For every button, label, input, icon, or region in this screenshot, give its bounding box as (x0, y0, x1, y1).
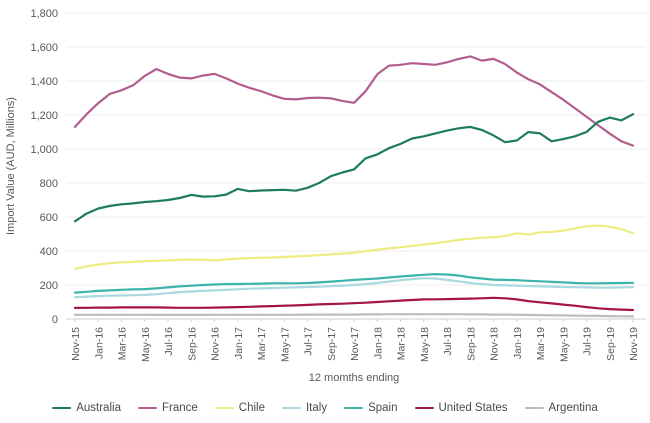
legend-item-united-states: United States (414, 402, 508, 414)
x-tick-label: May-19 (558, 327, 570, 362)
legend-item-spain: Spain (344, 402, 398, 414)
y-tick-label: 0 (52, 314, 58, 326)
x-tick-label: Sep-16 (186, 327, 198, 361)
legend-label: United States (438, 402, 508, 414)
legend-swatch-spain (344, 406, 364, 410)
x-tick-label: May-16 (140, 327, 152, 362)
x-tick-label: Sep-18 (465, 327, 477, 361)
legend-label: Argentina (548, 402, 598, 414)
series-line-australia (73, 113, 635, 223)
series-line-chile (73, 224, 635, 270)
x-tick-label: May-18 (419, 327, 431, 362)
legend-swatch-argentina (524, 406, 544, 410)
x-axis-title: 12 momths ending (309, 372, 400, 384)
x-tick-label: Nov-16 (210, 327, 222, 361)
legend-label: Italy (305, 402, 328, 414)
series-line-spain (73, 273, 635, 294)
x-tick-label: Sep-19 (605, 327, 617, 361)
y-tick-label: 1,400 (30, 76, 58, 88)
legend-label: France (161, 402, 198, 414)
legend-label: Chile (238, 402, 265, 414)
y-axis-title: Import Value (AUD, Millions) (5, 97, 17, 235)
series-line-united-states (73, 296, 635, 312)
x-tick-label: May-17 (279, 327, 291, 362)
x-tick-label: Jan-19 (512, 327, 524, 359)
x-tick-label: Nov-18 (489, 327, 501, 361)
legend-label: Australia (76, 402, 121, 414)
x-tick-label: Sep-17 (326, 327, 338, 361)
legend: Australia France Chile Italy Spain United Sta… (0, 396, 650, 420)
y-tick-label: 1,000 (30, 144, 58, 156)
y-tick-label: 400 (40, 246, 58, 258)
chart-canvas: 0 200 400 600 800 1,000 1,200 1,400 1,600 1,800 No… (5, 8, 646, 384)
y-tick-label: 800 (40, 178, 58, 190)
series-line-france (73, 55, 635, 147)
x-tick-label: Jul-18 (442, 327, 454, 356)
x-tick-label: Nov-15 (70, 327, 82, 361)
y-tick-label: 600 (40, 212, 58, 224)
x-tick-label: Mar-18 (396, 327, 408, 360)
x-tick-label: Nov-17 (349, 327, 361, 361)
legend-item-australia: Australia (52, 402, 121, 414)
x-tick-label: Jul-19 (582, 327, 594, 356)
legend-item-italy: Italy (281, 402, 328, 414)
series-line-italy (73, 277, 635, 299)
x-tick-label: Jan-18 (372, 327, 384, 359)
legend-swatch-united-states (414, 406, 434, 410)
x-tick-label: Mar-17 (256, 327, 268, 360)
x-tick-label: Jan-17 (233, 327, 245, 359)
y-tick-label: 1,600 (30, 42, 58, 54)
x-tick-label: Jul-16 (163, 327, 175, 356)
x-tick-label: Nov-19 (628, 327, 640, 361)
y-tick-label: 1,200 (30, 110, 58, 122)
legend-item-argentina: Argentina (524, 402, 598, 414)
series-line-argentina (73, 313, 635, 318)
legend-label: Spain (368, 402, 398, 414)
legend-swatch-france (137, 406, 157, 410)
y-tick-label: 200 (40, 280, 58, 292)
x-tick-label: Mar-19 (535, 327, 547, 360)
x-tick-label: Mar-16 (117, 327, 129, 360)
legend-item-france: France (137, 402, 198, 414)
legend-item-chile: Chile (214, 402, 265, 414)
x-tick-label: Jul-17 (303, 327, 315, 356)
legend-swatch-australia (52, 406, 72, 410)
legend-swatch-chile (214, 406, 234, 410)
legend-swatch-italy (281, 406, 301, 410)
x-tick-label: Jan-16 (93, 327, 105, 359)
y-tick-label: 1,800 (30, 8, 58, 20)
